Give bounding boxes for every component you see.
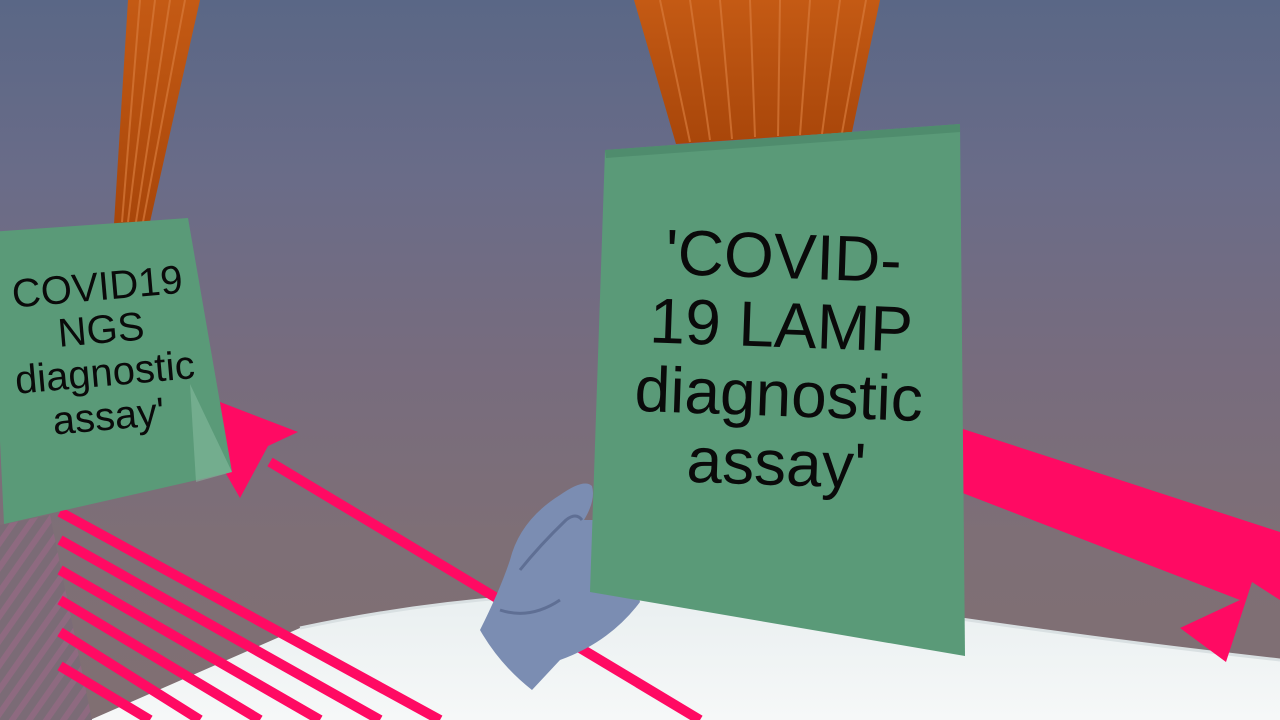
beam-left-lines xyxy=(121,0,186,223)
card-main-label: 'COVID- 19 LAMP diagnostic assay' xyxy=(633,215,925,503)
pink-lines-left xyxy=(57,457,703,720)
beam-main-lines xyxy=(659,0,867,143)
pink-arrow-left xyxy=(220,402,298,498)
pink-arrow-right xyxy=(960,428,1280,662)
